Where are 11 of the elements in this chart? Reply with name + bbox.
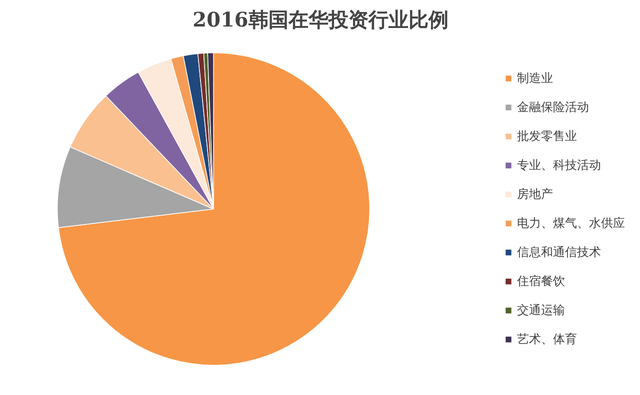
- legend-label: 信息和通信技术: [517, 244, 601, 260]
- legend-label: 制造业: [517, 70, 553, 86]
- legend-label: 艺术、体育: [517, 330, 577, 348]
- legend-label: 电力、煤气、水供应: [517, 214, 625, 232]
- legend-label: 住宿餐饮: [517, 272, 565, 290]
- legend-label: 专业、科技活动: [517, 156, 601, 174]
- legend-label: 批发零售业: [517, 128, 577, 144]
- legend-label: 金融保险活动: [517, 98, 589, 116]
- legend-label: 交通运输: [517, 302, 565, 318]
- chart-title: 2016韩国在华投资行业比例: [192, 8, 448, 32]
- legend-label: 房地产: [517, 186, 553, 202]
